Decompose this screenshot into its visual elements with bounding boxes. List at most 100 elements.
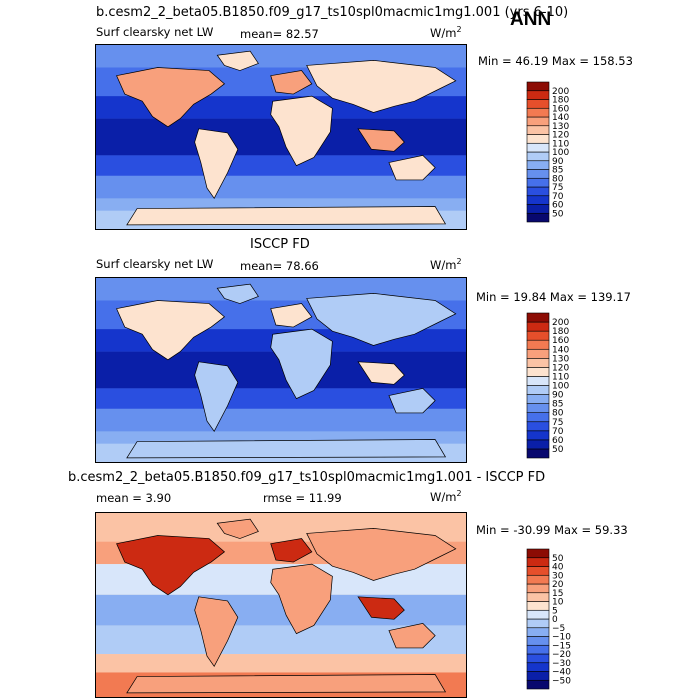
map-continent bbox=[270, 538, 313, 563]
panel-3-map bbox=[95, 512, 467, 698]
panel-1-title: b.cesm2_2_beta05.B1850.f09_g17_ts10spl0m… bbox=[96, 5, 569, 20]
colorbar-swatch bbox=[526, 376, 550, 386]
colorbar-tick-label: 0 bbox=[552, 615, 558, 625]
map-continent bbox=[306, 59, 457, 113]
colorbar-tick-label: 80 bbox=[552, 409, 564, 419]
colorbar-swatch bbox=[526, 134, 550, 144]
colorbar-tick-label: 200 bbox=[552, 87, 569, 97]
map-continent bbox=[216, 518, 259, 539]
map-continent bbox=[116, 300, 226, 361]
map-continent bbox=[126, 439, 447, 459]
colorbar-tick-label: 50 bbox=[552, 209, 564, 219]
colorbar-swatch bbox=[526, 583, 550, 594]
panel-2-minmax: Min = 19.84 Max = 139.17 bbox=[476, 290, 631, 304]
map-continent bbox=[126, 206, 447, 226]
colorbar-swatch bbox=[526, 321, 550, 332]
colorbar-swatch bbox=[526, 671, 550, 681]
map-latitude-band bbox=[96, 155, 466, 176]
colorbar-swatch bbox=[526, 186, 550, 197]
colorbar-swatch bbox=[526, 312, 550, 323]
colorbar-tick-label: 120 bbox=[552, 131, 569, 141]
map-continent bbox=[270, 95, 333, 167]
map-latitude-band bbox=[96, 175, 466, 199]
colorbar-tick-label: 50 bbox=[552, 554, 564, 564]
colorbar-tick-label: 110 bbox=[552, 372, 569, 382]
colorbar-swatch bbox=[526, 421, 550, 432]
colorbar-swatch bbox=[526, 566, 550, 576]
map-continent bbox=[270, 303, 313, 328]
colorbar-swatch bbox=[526, 679, 550, 690]
colorbar-tick-label: 110 bbox=[552, 139, 569, 149]
map-continent bbox=[388, 623, 436, 649]
colorbar-tick-label: 60 bbox=[552, 436, 564, 446]
colorbar-swatch bbox=[526, 90, 550, 100]
colorbar-swatch bbox=[526, 394, 550, 404]
panel-1-minmax: Min = 46.19 Max = 158.53 bbox=[478, 54, 633, 68]
panel-3-mean: mean = 3.90 bbox=[96, 491, 172, 505]
map-continent bbox=[116, 67, 226, 128]
colorbar-tick-label: 130 bbox=[552, 354, 569, 364]
colorbar-tick-label: 180 bbox=[552, 96, 569, 106]
colorbar-tick-label: 180 bbox=[552, 327, 569, 337]
map-continent bbox=[306, 292, 457, 346]
colorbar-tick-label: 160 bbox=[552, 104, 569, 114]
colorbar-swatch bbox=[526, 601, 550, 611]
colorbar-tick-label: 50 bbox=[552, 445, 564, 455]
colorbar-tick-label: 70 bbox=[552, 192, 564, 202]
colorbar-swatch bbox=[526, 653, 550, 664]
colorbar-tick-label: −20 bbox=[552, 650, 571, 660]
panel-2-map-field bbox=[96, 278, 466, 462]
map-continent bbox=[270, 328, 333, 400]
map-continent bbox=[194, 128, 239, 200]
panel-2-units: W/m2 bbox=[430, 257, 462, 272]
colorbar-swatch bbox=[526, 609, 550, 620]
colorbar-swatch bbox=[526, 142, 550, 153]
colorbar-tick-label: 100 bbox=[552, 148, 569, 158]
colorbar-tick-label: 90 bbox=[552, 157, 564, 167]
colorbar-swatch bbox=[526, 412, 550, 423]
panel-1-variable-label: Surf clearsky net LW bbox=[96, 25, 214, 39]
colorbar-swatch bbox=[526, 348, 550, 359]
colorbar-tick-label: 40 bbox=[552, 563, 564, 573]
map-continent bbox=[116, 535, 226, 596]
panel-1-mean: mean= 82.57 bbox=[240, 27, 319, 41]
colorbar-tick-label: 30 bbox=[552, 571, 564, 581]
colorbar-swatch bbox=[526, 403, 550, 413]
colorbar-swatch bbox=[526, 116, 550, 127]
map-latitude-band bbox=[96, 45, 466, 68]
map-continent bbox=[270, 563, 333, 635]
colorbar-swatch bbox=[526, 151, 550, 162]
map-continent bbox=[216, 283, 259, 304]
panel-2-map bbox=[95, 277, 467, 463]
colorbar-swatch bbox=[526, 204, 550, 214]
map-continent bbox=[388, 155, 436, 181]
colorbar-swatch bbox=[526, 430, 550, 441]
colorbar-tick-label: 75 bbox=[552, 183, 563, 193]
colorbar-tick-label: −50 bbox=[552, 676, 571, 686]
colorbar-tick-label: 60 bbox=[552, 201, 564, 211]
panel-3-rmse: rmse = 11.99 bbox=[263, 491, 342, 505]
colorbar-tick-label: 85 bbox=[552, 166, 563, 176]
colorbar-swatch bbox=[526, 212, 550, 223]
colorbar-swatch bbox=[526, 195, 550, 205]
panel-3-minmax: Min = -30.99 Max = 59.33 bbox=[476, 523, 628, 537]
colorbar-swatch bbox=[526, 644, 550, 655]
colorbar-swatch bbox=[526, 627, 550, 637]
map-continent bbox=[194, 596, 239, 668]
panel-2-title: ISCCP FD bbox=[250, 237, 310, 252]
colorbar-swatch bbox=[526, 367, 550, 377]
map-continent bbox=[388, 388, 436, 414]
colorbar-tick-label: −15 bbox=[552, 641, 571, 651]
colorbar-swatch bbox=[526, 548, 550, 559]
colorbar-swatch bbox=[526, 358, 550, 368]
map-continent bbox=[306, 527, 457, 581]
colorbar-tick-label: 90 bbox=[552, 391, 564, 401]
map-latitude-band bbox=[96, 278, 466, 301]
colorbar-swatch bbox=[526, 160, 550, 170]
colorbar-tick-label: 130 bbox=[552, 122, 569, 132]
colorbar-tick-label: 20 bbox=[552, 580, 564, 590]
colorbar-swatch bbox=[526, 592, 550, 602]
colorbar-swatch bbox=[526, 330, 550, 341]
colorbar-swatch bbox=[526, 81, 550, 92]
